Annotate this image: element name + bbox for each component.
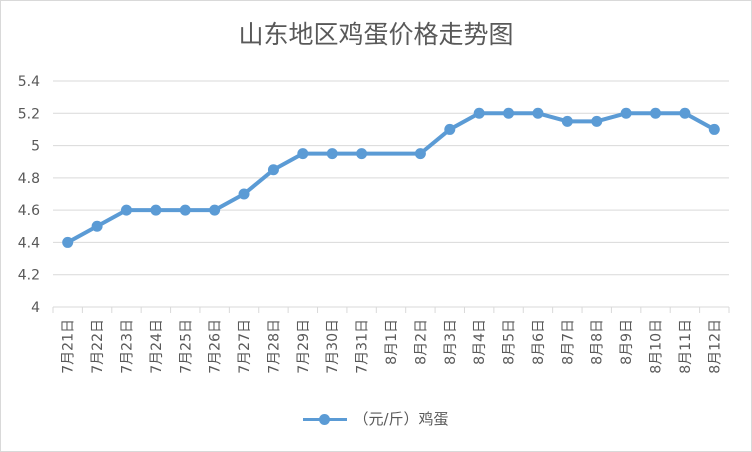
y-tick-label: 4 (31, 300, 40, 316)
data-point (561, 115, 573, 127)
x-tick-label: 7月26日 (208, 319, 224, 374)
data-point (297, 148, 309, 160)
y-tick-label: 4.8 (18, 171, 40, 187)
data-point (62, 236, 74, 248)
y-tick-label: 4.6 (18, 203, 40, 219)
x-tick-label: 7月28日 (266, 319, 282, 374)
x-tick-label: 7月23日 (119, 319, 135, 374)
x-tick-label: 8月11日 (678, 319, 694, 374)
legend-label: （元/斤）鸡蛋 (353, 410, 449, 428)
legend[interactable]: （元/斤）鸡蛋 (1, 408, 751, 429)
x-tick-label: 8月1日 (384, 319, 400, 365)
data-point (267, 164, 279, 176)
data-point (209, 204, 221, 216)
x-tick-label: 8月12日 (707, 319, 723, 374)
data-point (326, 148, 338, 160)
y-tick-label: 4.4 (18, 235, 40, 251)
x-tick-label: 7月22日 (90, 319, 106, 374)
data-point (620, 107, 632, 119)
y-tick-label: 4.2 (18, 268, 40, 284)
x-tick-label: 7月21日 (61, 319, 77, 374)
series-line (65, 111, 717, 245)
x-tick-label: 8月8日 (590, 319, 606, 365)
x-tick-label: 7月30日 (325, 319, 341, 374)
data-point (414, 148, 426, 160)
x-tick-label: 8月4日 (472, 319, 488, 365)
data-point (503, 107, 515, 119)
data-point (238, 188, 250, 200)
x-tick-label: 8月7日 (560, 319, 576, 365)
data-point (356, 148, 368, 160)
data-point (591, 115, 603, 127)
data-point (473, 107, 485, 119)
x-tick-label: 8月5日 (502, 319, 518, 365)
x-tick-label: 7月31日 (355, 319, 371, 374)
x-tick-label: 8月2日 (413, 319, 429, 365)
data-point (91, 220, 103, 232)
x-tick-label: 8月10日 (649, 319, 665, 374)
x-tick-label: 7月29日 (296, 319, 312, 374)
x-tick-label: 7月24日 (149, 319, 165, 374)
chart-title: 山东地区鸡蛋价格走势图 (238, 20, 514, 49)
x-tick-label: 7月25日 (178, 319, 194, 374)
x-tick-label: 7月27日 (237, 319, 253, 374)
legend-marker-icon (303, 412, 348, 426)
y-tick-label: 5.4 (18, 74, 40, 90)
data-point (444, 123, 456, 135)
data-point (650, 107, 662, 119)
data-point (679, 107, 691, 119)
data-point (708, 123, 720, 135)
y-tick-label: 5 (31, 139, 40, 155)
x-tick-label: 8月6日 (531, 319, 547, 365)
x-tick-label: 8月3日 (443, 319, 459, 365)
x-tick-label: 8月9日 (619, 319, 635, 365)
data-point (179, 204, 191, 216)
data-point (120, 204, 132, 216)
data-point (532, 107, 544, 119)
y-tick-label: 5.2 (18, 106, 40, 122)
data-point (150, 204, 162, 216)
